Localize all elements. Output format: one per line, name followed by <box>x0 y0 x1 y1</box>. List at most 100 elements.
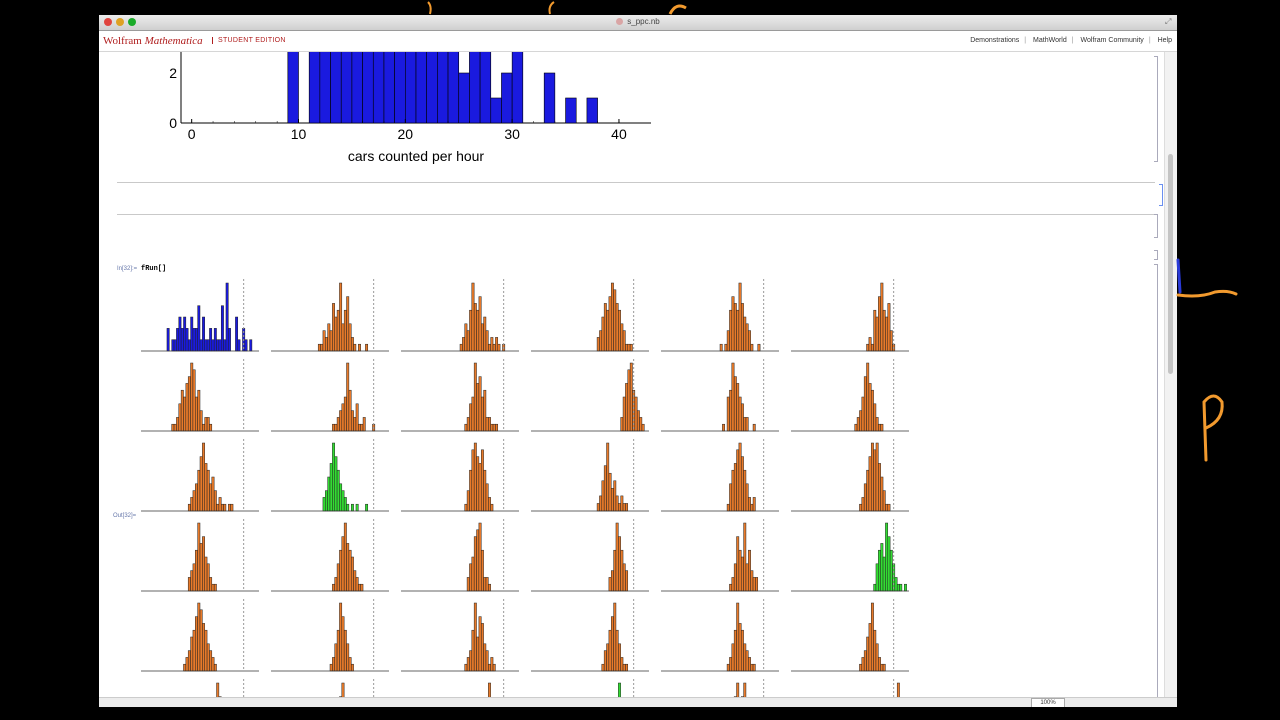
mini-histogram-bar <box>873 309 877 352</box>
link-wolfram-community[interactable]: Wolfram Community <box>1080 37 1144 44</box>
mini-histogram-bar <box>733 463 737 512</box>
mini-histogram-bar <box>360 583 364 592</box>
minimize-window-button[interactable] <box>116 18 124 26</box>
mini-histogram-bar <box>634 396 638 432</box>
mini-histogram <box>893 679 900 698</box>
mini-histogram-bar <box>358 583 361 592</box>
input-code[interactable]: fRun[] <box>141 265 167 273</box>
mini-histogram-bar <box>868 337 872 352</box>
histogram-bar <box>383 52 395 124</box>
link-demonstrations[interactable]: Demonstrations <box>970 37 1020 44</box>
mini-histogram-bar <box>736 682 740 698</box>
mini-histogram <box>791 439 909 512</box>
mini-histogram-bar <box>885 316 889 352</box>
scroll-thumb[interactable] <box>1168 154 1173 374</box>
mini-histogram-bar <box>483 469 487 512</box>
mini-histogram-bar <box>752 663 756 672</box>
mini-histogram <box>141 359 259 432</box>
mini-histogram-bar <box>204 463 208 512</box>
mini-histogram-bar <box>622 563 626 592</box>
mini-histogram-bar <box>469 403 473 432</box>
mini-histogram-bar <box>325 490 328 512</box>
mini-histogram-bar <box>336 417 340 432</box>
mini-histogram-bar <box>861 497 865 512</box>
mini-histogram-bar <box>336 563 340 592</box>
mini-histogram-bar <box>336 469 340 512</box>
mini-histogram-bar <box>880 476 884 512</box>
mini-histogram-bar <box>859 410 863 432</box>
mini-histogram-bar <box>317 343 321 352</box>
mini-histogram-bar <box>733 629 737 672</box>
window-title-text: s_ppc.nb <box>627 17 660 26</box>
mini-histogram <box>661 599 779 672</box>
mini-histogram-bar <box>476 309 480 352</box>
mini-histogram-bar <box>731 469 735 512</box>
cell-bracket-input[interactable] <box>1154 250 1158 260</box>
mini-histogram-bar <box>733 563 737 592</box>
fullscreen-icon[interactable]: ⤢ <box>1165 17 1172 26</box>
mini-histogram-bar <box>868 623 872 672</box>
mini-histogram-bar <box>757 343 761 352</box>
mini-histogram-bar <box>492 343 496 352</box>
mini-histogram-bar <box>192 328 196 352</box>
mini-histogram-bar <box>178 316 182 352</box>
notebook-content[interactable]: 0 10 20 30 40 0 2 cars counted per hour In[32]:… <box>99 52 1177 698</box>
cell-bracket-output[interactable] <box>1154 264 1158 698</box>
vertical-scrollbar[interactable] <box>1164 52 1177 698</box>
histogram-bar <box>319 52 331 124</box>
mini-histogram <box>531 359 649 432</box>
mini-histogram-bar <box>209 328 213 352</box>
cell-bracket[interactable] <box>1154 56 1158 162</box>
mini-histogram-bar <box>613 602 617 672</box>
mini-histogram-bar <box>350 503 354 512</box>
mini-histogram-bar <box>339 483 343 512</box>
mini-histogram-bar <box>639 417 643 432</box>
mini-histogram-bar <box>348 657 352 672</box>
cell-divider <box>117 182 1155 183</box>
link-help[interactable]: Help <box>1157 37 1172 44</box>
mini-histogram-bar <box>471 556 475 592</box>
mini-histogram-bar <box>743 643 747 672</box>
mini-histogram <box>401 519 519 592</box>
close-window-button[interactable] <box>104 18 112 26</box>
mini-histogram-bar <box>213 490 217 512</box>
mini-histogram-bar <box>629 362 633 432</box>
zoom-menu[interactable]: 100% <box>1031 698 1065 707</box>
mini-histogram-bar <box>320 343 324 352</box>
mini-histogram-bar <box>618 643 621 672</box>
mini-histogram-bar <box>358 423 361 432</box>
title-bar: s_ppc.nb ⤢ <box>99 15 1177 31</box>
mini-histogram-bar <box>202 536 205 592</box>
mini-histogram-bar <box>350 663 354 672</box>
mini-histogram-bar <box>622 396 626 432</box>
mini-histogram-bar <box>473 303 477 352</box>
mini-histogram <box>733 679 765 698</box>
cell-divider <box>117 214 1155 215</box>
mini-histogram-bar <box>875 563 879 592</box>
mini-histogram-bar <box>478 616 482 672</box>
mini-histogram-bar <box>206 339 210 352</box>
nav-links: Demonstrations | MathWorld | Wolfram Commu… <box>970 37 1172 44</box>
mini-histogram-bar <box>880 543 884 592</box>
mini-histogram-bar <box>187 339 191 352</box>
mini-histogram-bar <box>346 296 350 352</box>
mini-histogram-bar <box>488 583 491 592</box>
mini-histogram-bar <box>202 316 205 352</box>
mini-histogram-bar <box>752 577 756 592</box>
mini-histogram-bar <box>870 389 874 432</box>
zoom-window-button[interactable] <box>128 18 136 26</box>
mini-histogram-bar <box>235 316 239 352</box>
mini-histogram-bar <box>206 643 210 672</box>
mini-histogram-bar <box>341 490 345 512</box>
link-mathworld[interactable]: MathWorld <box>1033 37 1067 44</box>
mini-histogram-bar <box>722 423 725 432</box>
mini-histogram-bar <box>339 410 343 432</box>
mini-histogram-bar <box>887 303 891 352</box>
mini-histogram-bar <box>355 577 359 592</box>
histogram-bar <box>501 72 513 124</box>
cell-bracket[interactable] <box>1154 214 1158 238</box>
cell-bracket-selected[interactable] <box>1159 184 1163 206</box>
mini-histogram-bar <box>195 549 198 592</box>
mini-histogram-bar <box>636 410 640 432</box>
status-bar: 100% <box>99 697 1177 707</box>
